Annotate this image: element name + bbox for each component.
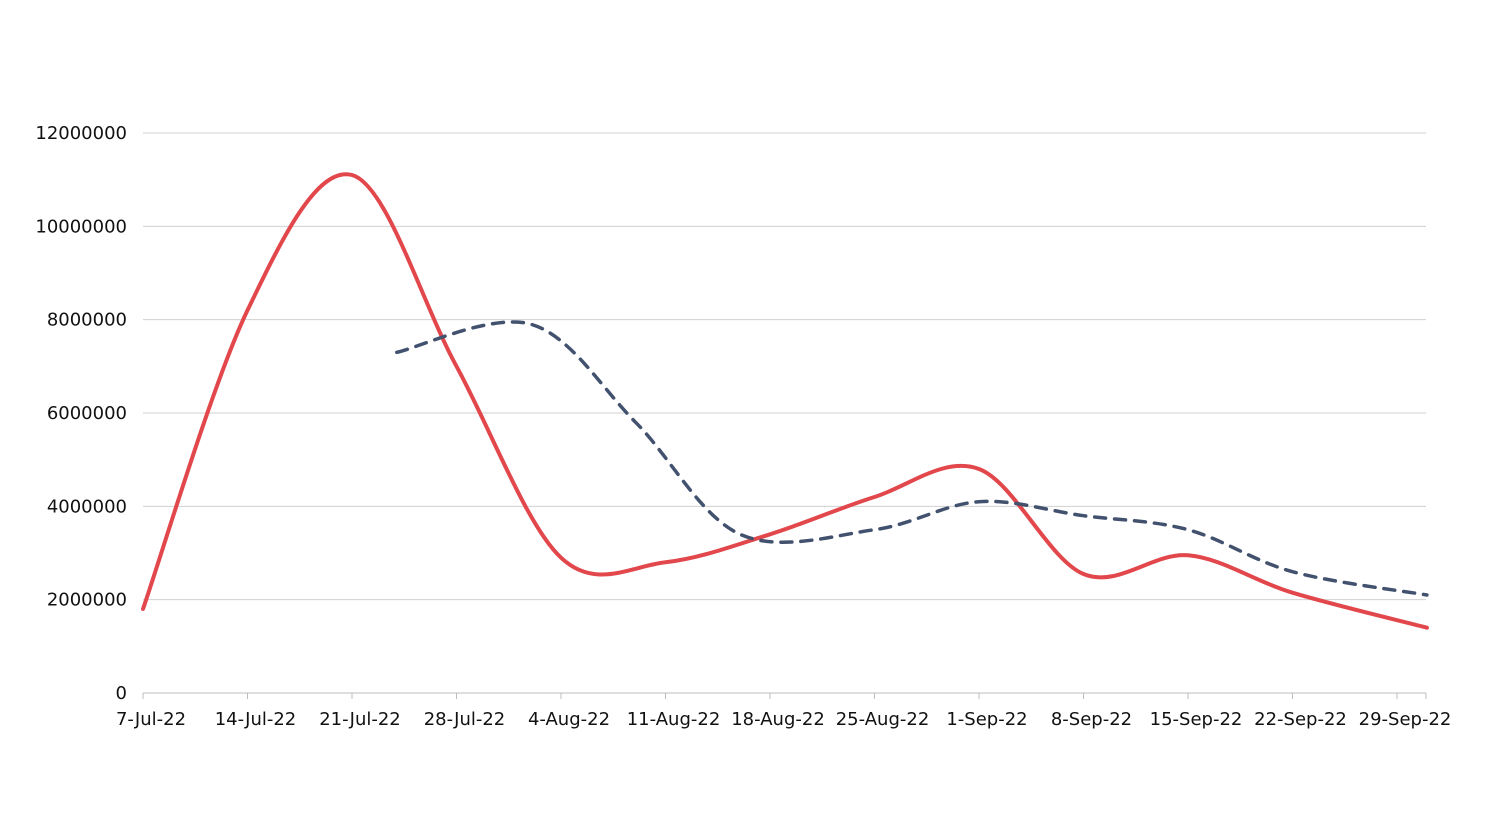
y-tick-label: 6000000 xyxy=(47,403,127,424)
x-tick-label: 28-Jul-22 xyxy=(424,709,506,730)
series-line-dashed xyxy=(395,320,1429,597)
x-tick-label: 4-Aug-22 xyxy=(528,709,610,730)
y-tick-label: 8000000 xyxy=(47,310,127,331)
x-tick-label: 11-Aug-22 xyxy=(627,709,721,730)
x-tick-label: 14-Jul-22 xyxy=(215,709,297,730)
x-tick-label: 18-Aug-22 xyxy=(731,709,825,730)
gridlines xyxy=(143,132,1426,601)
y-tick-label: 4000000 xyxy=(47,496,127,517)
series-line-solid xyxy=(141,172,1429,630)
y-tick-label: 2000000 xyxy=(47,590,127,611)
x-tick-label: 7-Jul-22 xyxy=(116,709,186,730)
x-tick-label: 8-Sep-22 xyxy=(1051,709,1132,730)
x-tick-label: 1-Sep-22 xyxy=(946,709,1027,730)
x-tick-label: 15-Sep-22 xyxy=(1150,709,1243,730)
axes: 0 2000000 4000000 6000000 8000000 10000000 120… xyxy=(35,123,1451,730)
y-tick-label: 12000000 xyxy=(35,123,127,144)
y-tick-label: 0 xyxy=(116,683,127,704)
x-tick-label: 25-Aug-22 xyxy=(836,709,930,730)
x-tick-label: 21-Jul-22 xyxy=(319,709,401,730)
y-tick-label: 10000000 xyxy=(35,216,127,237)
x-tick-label: 29-Sep-22 xyxy=(1359,709,1452,730)
series-lines xyxy=(141,172,1429,630)
x-tick-label: 22-Sep-22 xyxy=(1254,709,1347,730)
